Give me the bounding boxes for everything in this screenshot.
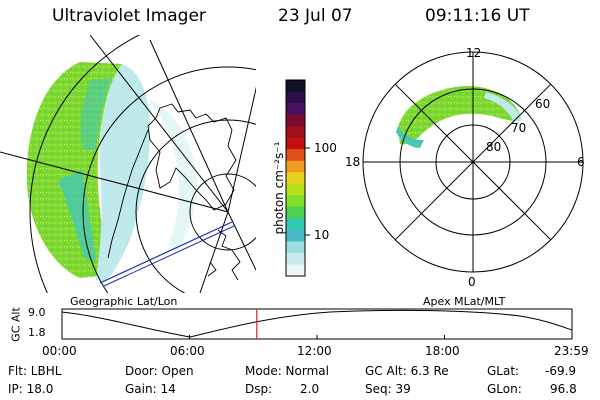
colorbar-segment [286, 137, 305, 150]
info-glat-label: GLat: [487, 364, 520, 378]
info-gc-alt: GC Alt: 6.3 Re [365, 364, 449, 378]
info-glon-label: GLon: [487, 382, 522, 396]
info-door: Door: Open [125, 364, 194, 378]
timeline-xtick-2359: 23:59 [554, 344, 589, 358]
colorbar-tick-100: 100 [314, 141, 337, 155]
diffuse-emission-geo [96, 64, 150, 282]
info-glon-value: 96.8 [550, 382, 577, 396]
timeline-ytick-high: 9.0 [28, 306, 46, 319]
polar-hour-6: 6 [577, 155, 585, 169]
colorbar-segment [286, 149, 305, 162]
polar-lat-60: 60 [535, 97, 551, 111]
altitude-curve [61, 309, 573, 338]
colorbar-segment [286, 206, 305, 219]
colorbar-segment [286, 103, 305, 116]
colorbar-segment [286, 264, 305, 277]
info-mode: Mode: Normal [245, 364, 329, 378]
colorbar-segment [286, 172, 305, 185]
colorbar-segment [286, 252, 305, 266]
timeline-xtick-0600: 06:00 [170, 344, 205, 358]
colorbar-tick-10: 10 [314, 228, 330, 242]
polar-map-caption: Apex MLat/MLT [423, 295, 506, 308]
info-filter: Flt: LBHL [8, 364, 62, 378]
info-glat-value: -69.9 [545, 364, 577, 378]
info-dsp-label: Dsp: [245, 382, 273, 396]
instrument-title: Ultraviolet Imager [52, 6, 206, 26]
polar-lat-80: 80 [486, 140, 502, 154]
colorbar-segment [286, 218, 305, 231]
polar-hour-12: 12 [466, 46, 482, 60]
coastline [147, 103, 237, 211]
colorbar-segment [286, 91, 305, 104]
colorbar-segment [286, 229, 305, 243]
timeline-xtick-1200: 12:00 [297, 344, 332, 358]
timeline-ylabel: GC Alt [9, 307, 23, 342]
colorbar-segment [286, 126, 305, 139]
info-dsp-value: 2.0 [300, 382, 320, 396]
colorbar-segment [286, 195, 305, 208]
timeline-ytick-low: 1.8 [28, 326, 46, 339]
timeline-xtick-1800: 18:00 [425, 344, 460, 358]
colorbar-unit-label: photon cm⁻²s⁻¹ [272, 141, 286, 235]
info-ip: IP: 18.0 [8, 382, 54, 396]
timeline-xtick-0000: 00:00 [42, 344, 77, 358]
info-gain: Gain: 14 [125, 382, 176, 396]
observation-date: 23 Jul 07 [278, 6, 353, 26]
colorbar-segment [286, 241, 305, 254]
polar-hour-18: 18 [345, 155, 361, 169]
geo-map-caption: Geographic Lat/Lon [70, 295, 178, 308]
polar-hour-0: 0 [468, 275, 476, 289]
observation-time: 09:11:16 UT [425, 6, 530, 26]
polar-map [362, 51, 584, 273]
colorbar-segment [286, 80, 305, 93]
colorbar-border [285, 79, 306, 277]
colorbar-segment [286, 114, 305, 127]
geographic-map [0, 35, 256, 293]
polar-lat-70: 70 [511, 121, 527, 135]
colorbar-segment [286, 160, 305, 173]
colorbar [285, 79, 306, 277]
colorbar-segment [286, 183, 305, 196]
info-seq: Seq: 39 [365, 382, 411, 396]
